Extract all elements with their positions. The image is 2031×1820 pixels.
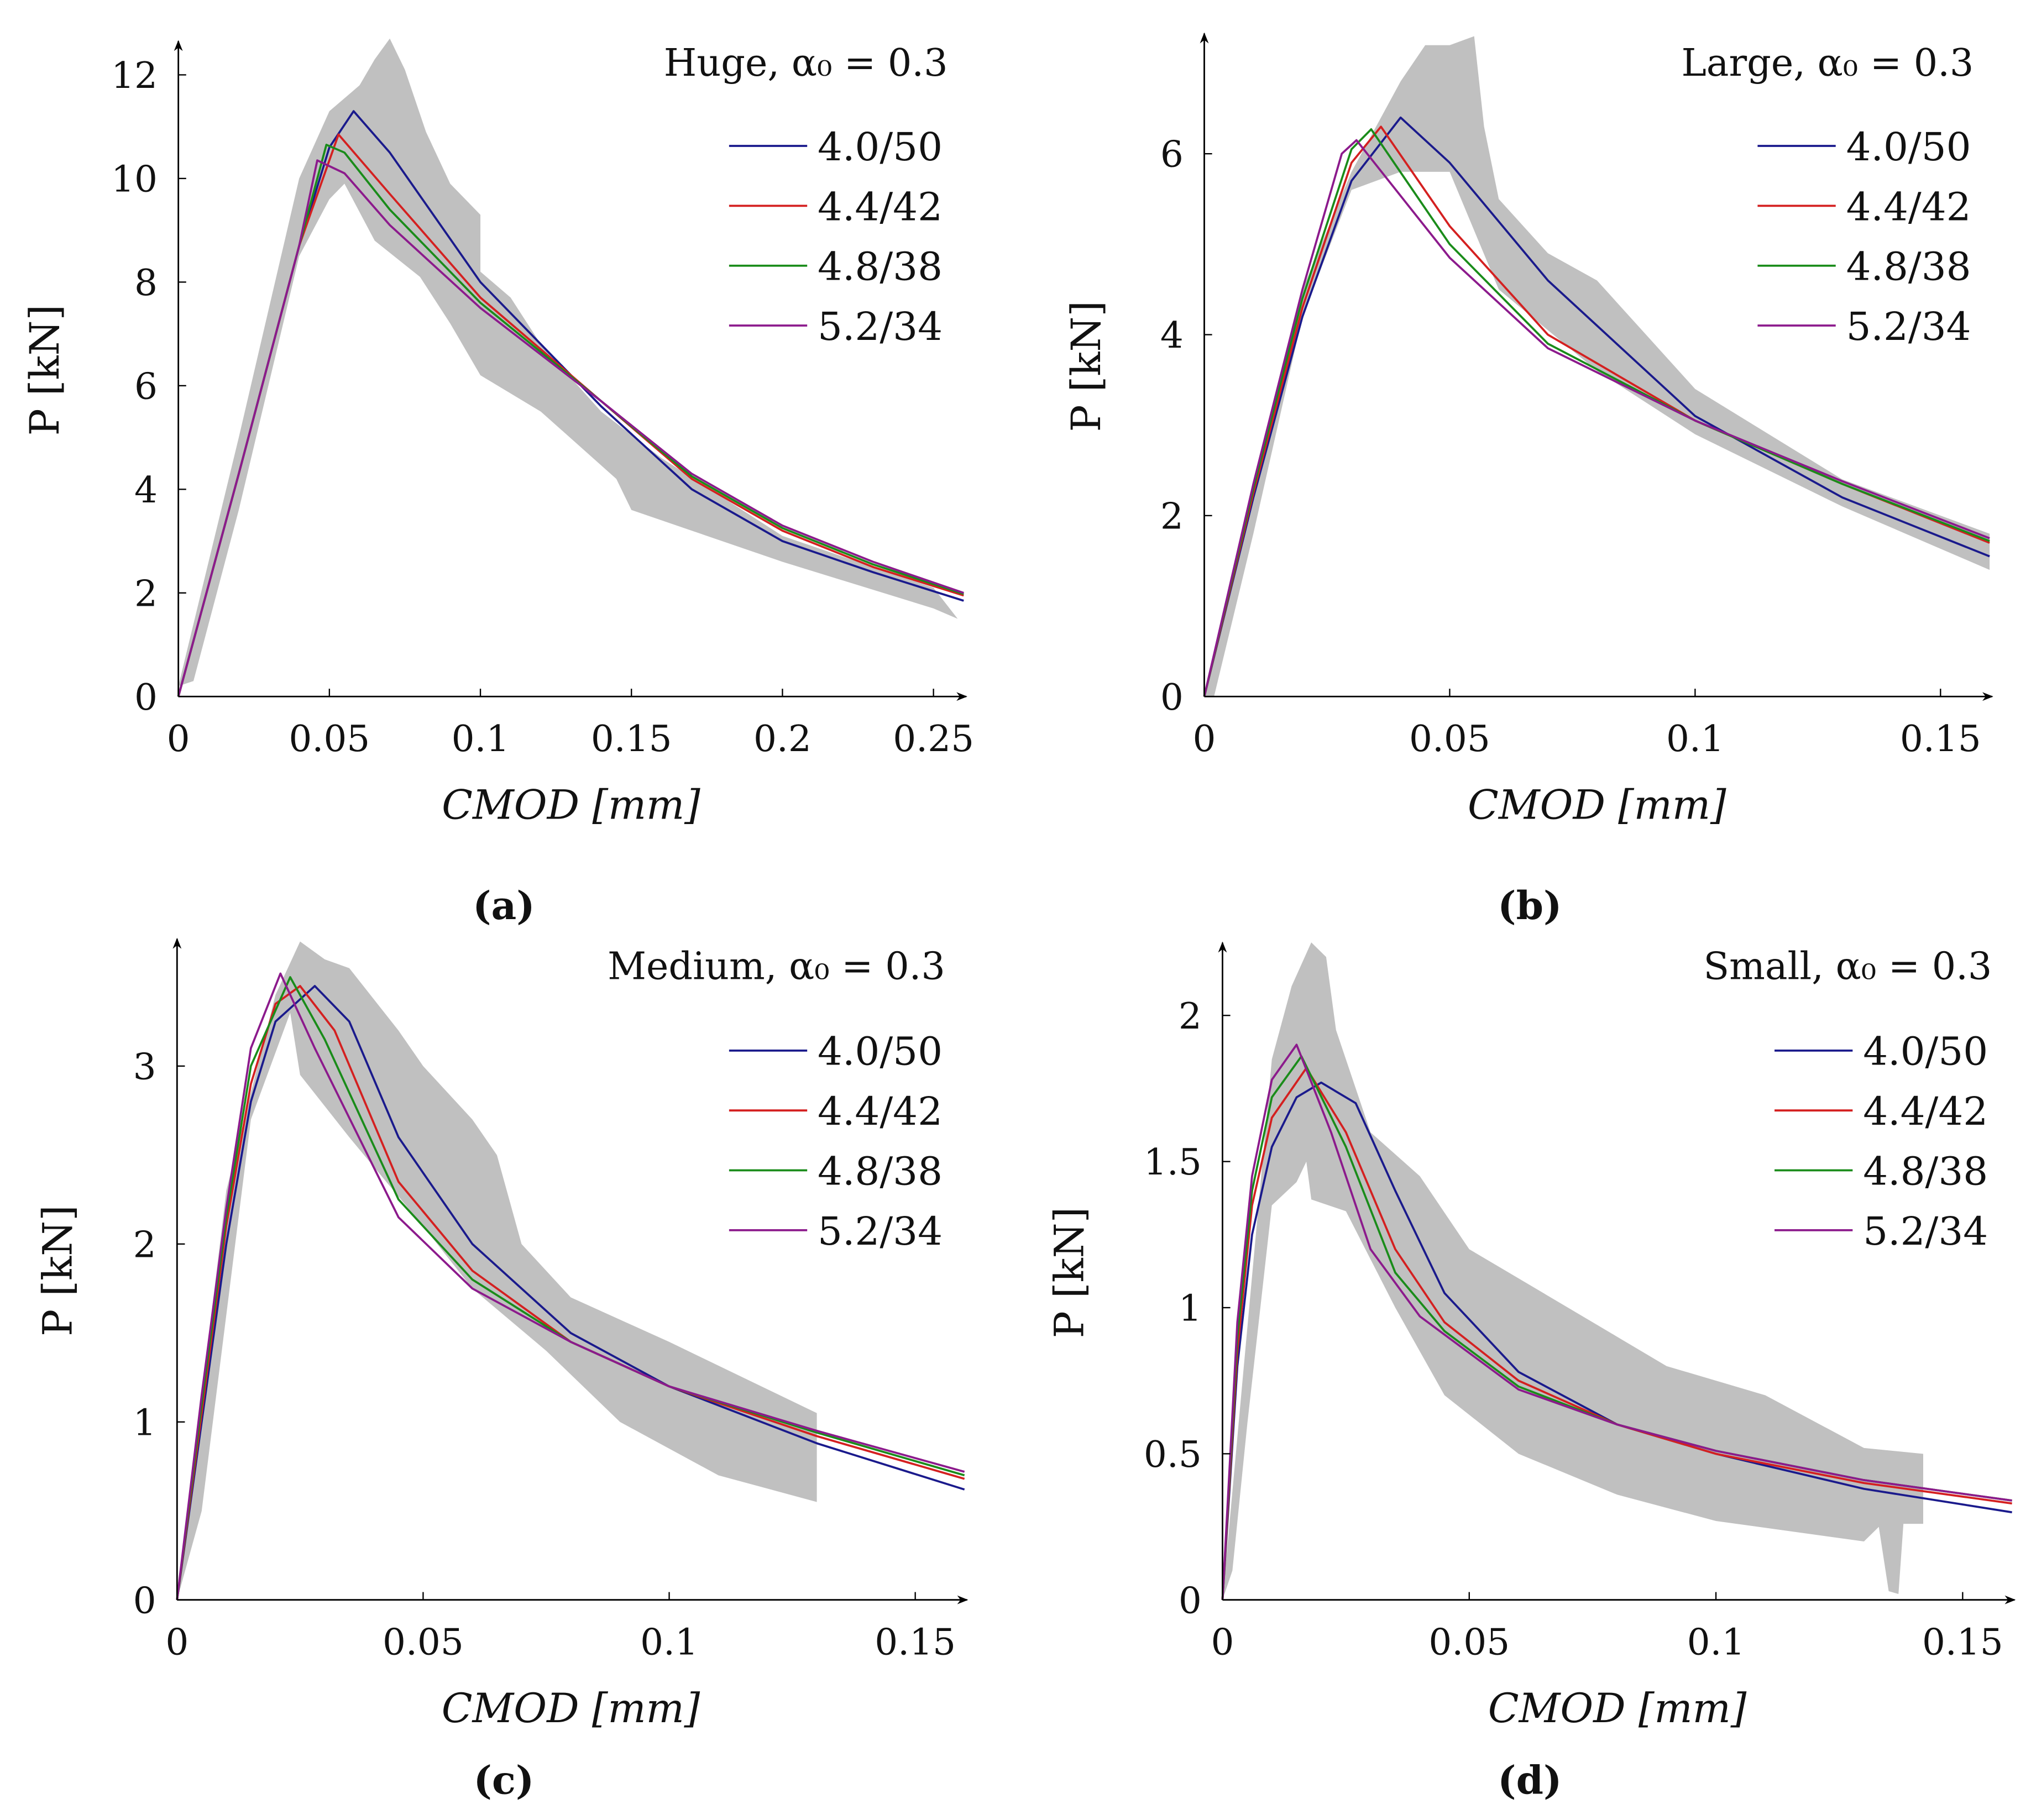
- x-tick-label: 0.05: [1409, 717, 1490, 760]
- x-tick-label: 0.15: [875, 1621, 956, 1664]
- y-tick-label: 6: [1160, 133, 1184, 176]
- x-tick-label: 0: [165, 1621, 189, 1664]
- legend-label: 4.0/50: [1863, 1029, 1988, 1074]
- y-tick-label: 2: [134, 572, 158, 615]
- y-tick-label: 0.5: [1144, 1433, 1202, 1476]
- experimental-envelope-band: [177, 941, 817, 1600]
- y-tick-label: 2: [1160, 495, 1184, 537]
- y-tick-label: 1: [133, 1401, 156, 1444]
- y-tick-label: 0: [133, 1579, 156, 1622]
- x-tick-label: 0.15: [1900, 717, 1981, 760]
- legend-label: 5.2/34: [1846, 303, 1971, 349]
- x-tick-label: 0: [167, 717, 190, 760]
- chart-panel-d: 4.0/50 4.4/42 4.8/38 5.2/34 0 0.05 0.1 0.15 0 0.5…: [1046, 941, 2016, 1803]
- legend-label: 4.0/50: [1846, 124, 1971, 170]
- y-tick-label: 6: [134, 365, 158, 407]
- series-line-5.2-34: [176, 972, 965, 1600]
- y-tick-label: 8: [134, 261, 158, 304]
- legend-label: 4.8/38: [1863, 1148, 1988, 1194]
- experimental-envelope-band: [178, 38, 958, 686]
- experimental-envelope-band: [1204, 36, 1990, 697]
- x-tick-label: 0: [1211, 1621, 1234, 1664]
- y-tick-label: 0: [1160, 676, 1184, 718]
- y-tick-label: 10: [111, 158, 158, 200]
- x-tick-label: 0: [1193, 717, 1216, 760]
- legend-label: 5.2/34: [818, 1208, 943, 1254]
- y-tick-label: 0: [134, 676, 158, 718]
- panel-caption: (b): [1498, 883, 1562, 929]
- y-axis-label: P [kN]: [35, 1205, 82, 1336]
- x-axis-label: CMOD [mm]: [1488, 1685, 1747, 1732]
- legend-label: 4.8/38: [818, 1148, 943, 1194]
- legend-label: 4.8/38: [818, 244, 943, 290]
- legend-label: 4.8/38: [1846, 244, 1971, 290]
- chart-panel-b: 4.0/50 4.4/42 4.8/38 5.2/34 0 0.05 0.1 0.15 0 2 4 6…: [1063, 32, 1993, 929]
- series-line-5.2-34: [1203, 139, 1990, 697]
- x-tick-label: 0.05: [1428, 1621, 1510, 1664]
- experimental-envelope-band: [1222, 942, 1923, 1600]
- series-line-4.4-42: [1221, 1067, 2012, 1600]
- chart-panel-a: 4.0/50 4.4/42 4.8/38 5.2/34 0 0.05 0.1 0.15 0.2 0…: [22, 38, 974, 929]
- x-tick-label: 0.1: [1666, 717, 1724, 760]
- chart-title: Large, α₀ = 0.3: [1681, 41, 1974, 85]
- series-line-4.4-42: [176, 985, 965, 1600]
- legend-label: 4.4/42: [818, 183, 943, 229]
- x-tick-label: 0.1: [1687, 1621, 1745, 1664]
- x-tick-label: 0.15: [591, 717, 672, 760]
- y-tick-label: 1: [1179, 1287, 1202, 1330]
- y-tick-label: 4: [134, 469, 158, 511]
- series-line-4.8-38: [1203, 128, 1990, 697]
- legend-label: 4.4/42: [1863, 1088, 1988, 1134]
- x-tick-label: 0.1: [640, 1621, 698, 1664]
- legend-label: 4.0/50: [818, 1029, 943, 1074]
- series-line-5.2-34: [177, 159, 964, 697]
- legend-label: 4.4/42: [1846, 183, 1971, 229]
- chart-title: Medium, α₀ = 0.3: [608, 945, 945, 988]
- y-axis-label: P [kN]: [1046, 1207, 1093, 1338]
- x-tick-label: 0.25: [893, 717, 974, 760]
- x-axis-label: CMOD [mm]: [1468, 782, 1726, 829]
- y-tick-label: 4: [1160, 314, 1184, 356]
- series-line-5.2-34: [1221, 1043, 2012, 1600]
- y-tick-label: 2: [133, 1223, 156, 1266]
- x-axis-label: CMOD [mm]: [442, 1685, 700, 1732]
- y-tick-label: 3: [133, 1045, 156, 1088]
- panel-caption: (c): [474, 1758, 535, 1803]
- panel-caption: (d): [1498, 1758, 1562, 1803]
- x-tick-label: 0.05: [383, 1621, 464, 1664]
- series-line-4.0-50: [1203, 116, 1990, 697]
- y-tick-label: 2: [1179, 995, 1202, 1037]
- legend-label: 4.0/50: [818, 124, 943, 170]
- x-axis-label: CMOD [mm]: [442, 782, 700, 829]
- series-line-4.0-50: [176, 985, 965, 1600]
- y-axis-label: P [kN]: [1063, 301, 1110, 432]
- chart-panel-c: 4.0/50 4.4/42 4.8/38 5.2/34 0 0.05 0.1 0.15 0 1 2 3…: [35, 937, 969, 1803]
- x-tick-label: 0.2: [753, 717, 812, 760]
- panel-caption: (a): [473, 883, 535, 929]
- y-axis-label: P [kN]: [22, 305, 69, 436]
- y-tick-label: 1.5: [1144, 1141, 1202, 1183]
- y-tick-label: 0: [1179, 1579, 1202, 1622]
- legend-label: 5.2/34: [1863, 1208, 1988, 1254]
- x-tick-label: 0.15: [1922, 1621, 2003, 1664]
- legend-label: 5.2/34: [818, 303, 943, 349]
- x-tick-label: 0.1: [452, 717, 510, 760]
- chart-title: Small, α₀ = 0.3: [1703, 945, 1992, 988]
- chart-title: Huge, α₀ = 0.3: [664, 41, 948, 85]
- x-tick-label: 0.05: [289, 717, 370, 760]
- legend-label: 4.4/42: [818, 1088, 943, 1134]
- y-tick-label: 12: [111, 54, 158, 97]
